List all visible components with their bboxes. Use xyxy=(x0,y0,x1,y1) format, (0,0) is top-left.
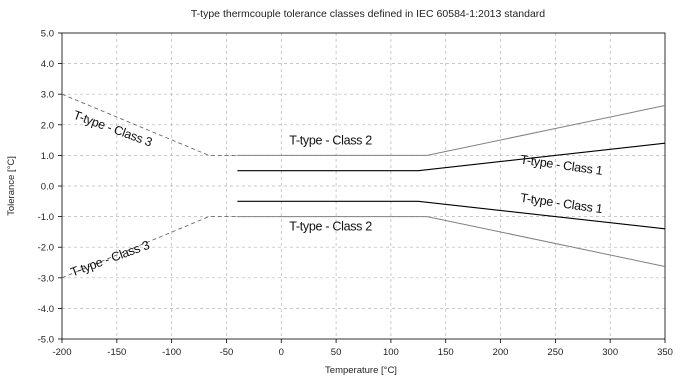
y-axis-label: Tolerance [°C] xyxy=(6,156,17,216)
x-axis-label: Temperature [°C] xyxy=(325,365,397,376)
y-tick-label: 4.0 xyxy=(41,59,54,70)
x-tick-label: -50 xyxy=(220,347,234,358)
chart-title: T-type thermcouple tolerance classes def… xyxy=(191,8,545,20)
annotation-label: T-type - Class 3 xyxy=(71,108,154,150)
x-tick-label: 350 xyxy=(657,347,673,358)
series-line-class2-neg xyxy=(237,216,666,267)
x-tick-label: 150 xyxy=(438,347,454,358)
annotation-label: T-type - Class 2 xyxy=(289,134,372,148)
y-tick-label: 5.0 xyxy=(41,29,54,40)
x-tick-label: 250 xyxy=(547,347,563,358)
axis-ticks: -200 -150 -100 -50 0 50 100 150 200 250 300 350 -5.0… xyxy=(38,29,673,359)
y-tick-label: 2.0 xyxy=(41,120,54,131)
annotations: T-type - Class 3 T-type - Class 2 T-type -… xyxy=(69,108,604,279)
series-line-class1-neg xyxy=(237,200,666,230)
y-tick-label: 3.0 xyxy=(41,90,54,101)
series-line-class3-neg xyxy=(61,216,238,279)
x-tick-label: 0 xyxy=(279,347,284,358)
x-tick-label: -150 xyxy=(107,347,126,358)
x-tick-label: 100 xyxy=(383,347,399,358)
annotation-label: T-type - Class 3 xyxy=(69,238,152,280)
x-tick-label: 200 xyxy=(493,347,509,358)
series-line-class1-pos xyxy=(237,142,666,172)
x-tick-label: 300 xyxy=(602,347,618,358)
annotation-label: T-type - Class 1 xyxy=(519,153,603,178)
grid xyxy=(62,33,665,339)
y-tick-label: 0.0 xyxy=(41,182,54,193)
x-tick-label: 50 xyxy=(331,347,342,358)
annotation-label: T-type - Class 2 xyxy=(289,219,372,233)
series-line-class2-pos xyxy=(237,105,666,156)
y-tick-label: -2.0 xyxy=(38,243,54,254)
y-tick-label: -1.0 xyxy=(38,212,54,223)
y-tick-label: -4.0 xyxy=(38,304,54,315)
y-tick-label: -5.0 xyxy=(38,335,54,346)
x-tick-label: -100 xyxy=(162,347,181,358)
series-line-class3-pos xyxy=(61,93,238,156)
y-tick-label: -3.0 xyxy=(38,273,54,284)
y-tick-label: 1.0 xyxy=(41,151,54,162)
annotation-label: T-type - Class 1 xyxy=(519,191,603,216)
x-tick-label: -200 xyxy=(52,347,71,358)
series-lines xyxy=(61,93,666,279)
